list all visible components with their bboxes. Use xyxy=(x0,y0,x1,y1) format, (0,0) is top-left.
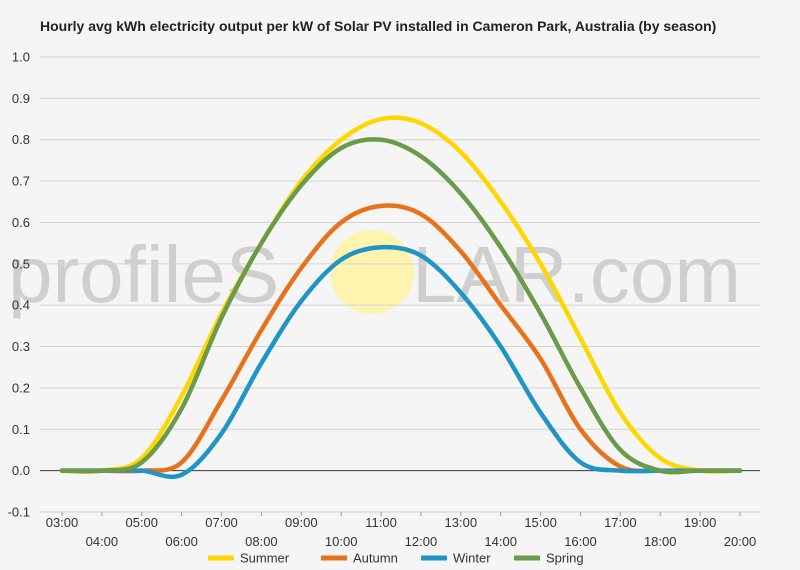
x-tick-label: 09:00 xyxy=(285,515,318,530)
x-tick-label: 03:00 xyxy=(46,515,79,530)
y-tick-label: 0.7 xyxy=(12,174,30,189)
y-tick-label: 0.9 xyxy=(12,91,30,106)
y-tick-label: 1.0 xyxy=(12,50,30,65)
legend-label-spring: Spring xyxy=(546,551,584,566)
x-tick-label: 04:00 xyxy=(86,534,119,549)
series-line-winter xyxy=(59,244,743,480)
x-tick-label: 18:00 xyxy=(644,534,677,549)
legend-label-winter: Winter xyxy=(453,551,491,566)
x-tick-label: 06:00 xyxy=(165,534,198,549)
x-tick-label: 10:00 xyxy=(325,534,358,549)
legend: Summer Autumn Winter Spring xyxy=(208,551,584,566)
watermark-text-left: profileS xyxy=(8,230,279,319)
x-tick-label: 08:00 xyxy=(245,534,278,549)
y-tick-label: 0.4 xyxy=(12,298,30,313)
x-tick-label: 14:00 xyxy=(484,534,517,549)
x-tick-label: 05:00 xyxy=(125,515,158,530)
y-tick-label: 0.2 xyxy=(12,380,30,395)
series-group xyxy=(59,115,743,480)
y-tick-label: 0.1 xyxy=(12,422,30,437)
legend-label-autumn: Autumn xyxy=(353,551,398,566)
x-tick-label: 15:00 xyxy=(524,515,557,530)
y-tick-label: 0.0 xyxy=(12,463,30,478)
watermark-text-right: LAR.com xyxy=(412,230,741,319)
x-tick-label: 19:00 xyxy=(684,515,717,530)
watermark-sun-icon xyxy=(330,230,414,314)
y-tick-label: 0.6 xyxy=(12,215,30,230)
x-tick-label: 07:00 xyxy=(205,515,238,530)
x-tick-label: 20:00 xyxy=(724,534,757,549)
chart-title: Hourly avg kWh electricity output per kW… xyxy=(40,18,717,34)
series-line-summer xyxy=(59,115,743,474)
x-tick-label: 13:00 xyxy=(445,515,478,530)
series-line-spring xyxy=(59,137,743,475)
x-tick-label: 11:00 xyxy=(365,515,397,530)
legend-label-summer: Summer xyxy=(240,551,290,566)
y-tick-label: 0.3 xyxy=(12,339,30,354)
watermark: profileS LAR.com xyxy=(8,230,741,319)
y-tick-label: 0.5 xyxy=(12,256,30,271)
y-axis: -0.1 0.0 0.1 0.2 0.3 0.4 0.5 0.6 0.7 0.8 0.9 1.0 xyxy=(8,50,30,520)
y-tick-label: 0.8 xyxy=(12,132,30,147)
series-line-autumn xyxy=(59,203,743,474)
y-tick-label: -0.1 xyxy=(8,505,30,520)
x-tick-label: 12:00 xyxy=(405,534,438,549)
x-axis: 03:00 04:00 05:00 06:00 07:00 08:00 09:00 10:00… xyxy=(46,512,757,549)
x-tick-label: 16:00 xyxy=(564,534,597,549)
x-tick-label: 17:00 xyxy=(604,515,637,530)
